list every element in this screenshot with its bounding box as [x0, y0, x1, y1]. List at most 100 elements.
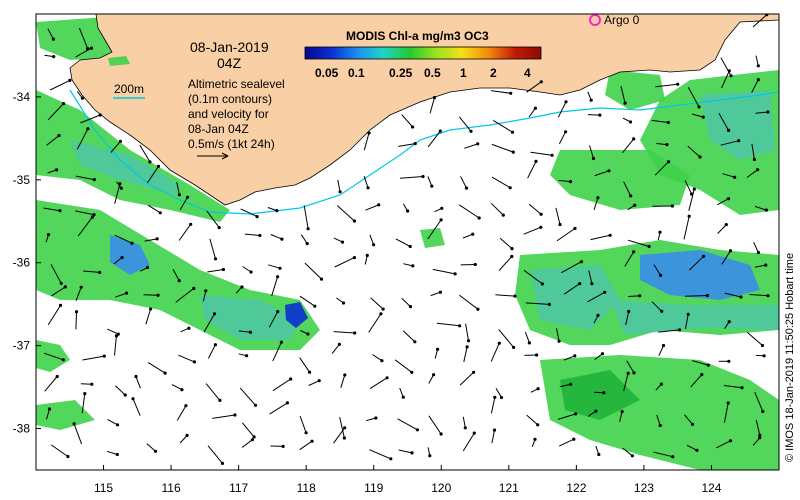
velocity-arrow — [81, 393, 86, 414]
velocity-arrow-head — [758, 433, 762, 437]
velocity-arrow-head — [476, 307, 480, 311]
velocity-arrow-head — [58, 209, 62, 213]
velocity-arrow-head — [83, 392, 87, 396]
velocity-arrow — [524, 331, 530, 344]
velocity-arrow-head — [764, 263, 768, 267]
velocity-arrow-head — [687, 214, 691, 218]
velocity-arrow-head — [430, 184, 434, 188]
velocity-arrow — [755, 419, 761, 436]
velocity-arrow — [691, 113, 704, 118]
velocity-arrow — [432, 268, 456, 275]
velocity-arrow — [299, 295, 316, 307]
chl-patch — [200, 295, 300, 340]
velocity-arrow-head — [761, 409, 765, 414]
velocity-arrow — [651, 301, 663, 312]
velocity-arrow — [365, 417, 377, 422]
velocity-arrow — [114, 335, 117, 356]
velocity-arrow-head — [658, 230, 662, 234]
velocity-arrow-head — [534, 159, 538, 163]
velocity-arrow — [753, 241, 759, 253]
velocity-arrow — [721, 70, 730, 89]
velocity-arrow — [523, 226, 541, 235]
x-tick-label: 118 — [297, 481, 316, 495]
velocity-arrow — [658, 329, 680, 333]
velocity-arrow-head — [66, 454, 70, 459]
velocity-arrow-head — [148, 160, 152, 164]
velocity-arrow — [687, 86, 700, 108]
velocity-arrow-head — [212, 312, 217, 316]
velocity-arrow-head — [701, 115, 705, 119]
velocity-arrow — [43, 207, 60, 212]
y-tick-label: -38 — [13, 422, 31, 436]
velocity-arrow-head — [661, 343, 666, 348]
velocity-arrow — [395, 238, 411, 247]
velocity-arrow-head — [756, 78, 760, 82]
velocity-arrow — [106, 450, 118, 455]
velocity-arrow-head — [765, 14, 769, 17]
velocity-arrow — [653, 451, 673, 458]
velocity-arrow-head — [98, 270, 102, 274]
velocity-arrow — [299, 440, 313, 451]
velocity-arrow-head — [726, 197, 731, 201]
velocity-arrow-head — [213, 257, 218, 261]
velocity-arrow — [588, 270, 593, 284]
velocity-arrow — [336, 205, 355, 222]
velocity-arrow — [50, 444, 69, 457]
velocity-arrow-head — [68, 78, 72, 82]
velocity-arrow — [146, 443, 156, 452]
velocity-arrow-head — [131, 397, 135, 401]
velocity-arrow-head — [438, 290, 442, 294]
velocity-arrow — [491, 176, 511, 189]
velocity-arrow — [368, 313, 382, 333]
velocity-arrow — [239, 387, 256, 406]
velocity-arrow-head — [602, 391, 606, 395]
velocity-arrow — [751, 79, 759, 93]
velocity-arrow-head — [250, 438, 254, 442]
velocity-arrow — [107, 418, 118, 426]
chl-patch — [700, 90, 775, 160]
velocity-arrow-head — [118, 182, 122, 186]
velocity-arrow-head — [758, 436, 762, 440]
velocity-arrow-head — [511, 345, 516, 349]
velocity-arrow-head — [240, 285, 244, 289]
velocity-arrow-head — [728, 249, 733, 253]
chl-patch — [108, 56, 130, 66]
velocity-arrow — [523, 269, 543, 285]
velocity-arrow-head — [352, 256, 356, 260]
velocity-arrow-head — [476, 142, 480, 146]
chl-patch — [530, 265, 620, 330]
velocity-arrow — [462, 432, 475, 452]
colorbar-tick-label: 2 — [490, 66, 497, 80]
velocity-arrow — [527, 161, 537, 179]
velocity-arrow — [495, 387, 502, 398]
velocity-arrow-head — [766, 294, 770, 298]
colorbar-tick-label: 4 — [524, 66, 531, 80]
velocity-arrow — [370, 297, 384, 310]
velocity-arrow-head — [540, 282, 545, 286]
velocity-arrow — [209, 238, 216, 259]
velocity-arrow-head — [698, 155, 702, 159]
velocity-arrow-head — [627, 309, 631, 314]
velocity-arrow-head — [603, 290, 607, 294]
y-tick-label: -35 — [13, 173, 31, 187]
velocity-arrow — [721, 250, 731, 265]
velocity-arrow-head — [252, 435, 256, 439]
velocity-arrow — [401, 114, 413, 128]
velocity-arrow-head — [676, 82, 680, 86]
velocity-arrow — [369, 377, 388, 390]
velocity-arrow-head — [149, 307, 153, 311]
velocity-arrow-head — [727, 128, 731, 132]
velocity-arrow-head — [493, 395, 497, 399]
velocity-arrow — [751, 143, 755, 160]
velocity-arrow-head — [733, 175, 737, 179]
velocity-arrow — [436, 322, 460, 327]
velocity-arrow-head — [61, 102, 66, 106]
velocity-arrow-head — [628, 120, 633, 124]
chl-patch — [285, 302, 308, 328]
velocity-arrow — [528, 203, 542, 215]
velocity-arrow — [241, 439, 253, 448]
velocity-arrow-head — [253, 403, 258, 407]
velocity-arrow — [363, 176, 369, 188]
velocity-arrow-head — [365, 253, 369, 257]
